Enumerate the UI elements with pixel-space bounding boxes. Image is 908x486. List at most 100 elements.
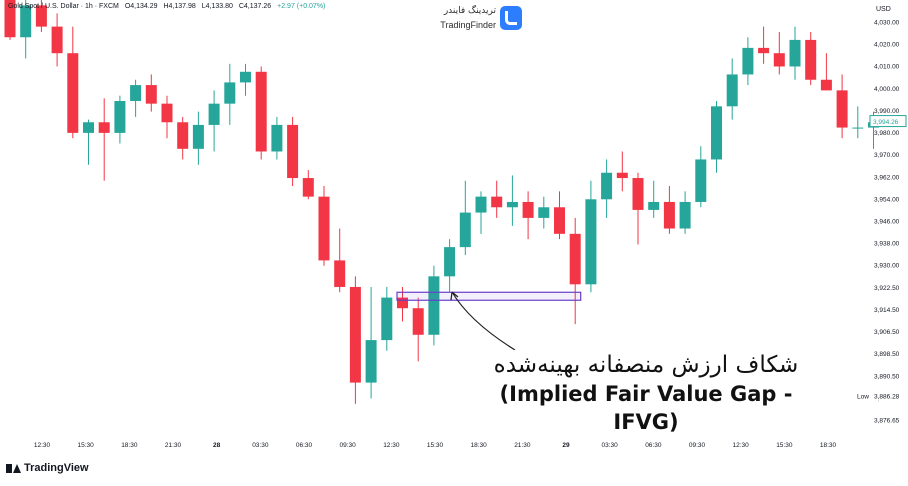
time-tick-label: 06:30 [296,442,313,449]
candle-body [161,103,173,123]
candles-layer [4,0,879,404]
currency-label: USD [876,6,891,13]
candle [334,228,346,293]
candle-body [130,85,142,102]
price-tick-label: 4,010.00 [874,64,900,71]
candle [130,79,142,117]
candle [381,286,393,351]
candle [161,95,173,139]
candle-body [506,201,518,208]
candle [4,0,16,40]
candle-body [805,39,817,80]
candle [695,146,707,208]
candle-body [271,124,283,152]
price-tick-label: 3,876.65 [874,418,900,425]
candle [240,63,251,96]
candle-body [491,196,503,208]
candle-body [789,39,801,67]
tradingview-brand: TradingView [6,462,89,474]
candle [302,170,314,200]
tradingfinder-logo: تریدینگ فایندر TradingFinder [418,4,524,34]
caption-persian: شکاف ارزش منصفانه بهینه‌شده [493,352,799,378]
candle-body [67,53,79,133]
candle [648,180,660,218]
candle [318,186,330,266]
candle [538,196,550,229]
candle [428,265,440,346]
candle-body [522,201,534,218]
low-tag-value: 3,886.28 [874,394,900,401]
candle-body [773,53,785,67]
candle [491,180,503,218]
arrow-head [450,291,459,301]
price-tick-label: 3,954.00 [874,196,900,203]
price-tick-label: 3,990.00 [874,108,900,115]
time-tick-label: 21:30 [514,442,531,449]
candle-body [397,297,408,309]
time-tick-label: 15:30 [78,442,95,449]
candle [726,58,738,120]
low-tag-bg [870,390,906,401]
symbol-name: Gold Spot / U.S. Dollar · 1h · FXCM [8,3,119,10]
candle-body [475,196,487,213]
price-tick-label: 3,962.00 [874,174,900,181]
candle-body [616,172,628,179]
time-tick-label: 29 [562,442,570,449]
annotation-arrow [450,291,516,351]
ohlc-change: +2.97 (+0.07%) [277,3,326,10]
time-tick-label: 18:30 [820,442,837,449]
price-tick-label: 4,020.00 [874,42,900,49]
price-axis: USD 4,030.00 4,020.00 4,010.00 4,000.00 3,990… [857,6,907,425]
candle [20,0,32,59]
candle [83,119,94,165]
candle [711,101,722,173]
candle [663,186,675,234]
candle-body [852,127,864,129]
candle [192,111,204,165]
candle [632,172,644,245]
candle [177,116,189,160]
candle [349,276,361,404]
candle-body [98,122,110,133]
candle-body [318,196,330,261]
price-tick-label: 3,938.00 [874,241,900,248]
ohlc-close: C4,137.26 [238,3,272,10]
candle-body [83,122,94,133]
candle-body [428,276,440,335]
candle [412,297,424,362]
candle-body [601,172,613,200]
candle-body [365,340,377,383]
candle-body [648,201,660,210]
candle [145,74,157,112]
price-tick-label: 4,030.00 [874,20,900,27]
candle-body [287,124,299,179]
candle [98,98,110,181]
candle-body [224,82,236,104]
candle-body [192,124,204,149]
candle-body [663,201,675,229]
candle [601,159,613,218]
candle-body [240,71,251,83]
ohlc-high: H4,137.98 [163,3,196,10]
candle-body [349,286,361,383]
candle-body [208,103,220,125]
candle-body [758,47,770,54]
candle [820,53,832,91]
candle-body [836,90,848,128]
candle [224,63,236,125]
candle [51,13,63,67]
candle [554,191,565,240]
candle [35,0,47,32]
candle-body [538,207,550,218]
candle [789,26,801,80]
tradingfinder-icon [500,6,522,30]
price-tick-label: 3,980.00 [874,130,900,137]
low-tag-label: Low [857,394,869,401]
candle [365,286,377,399]
price-tick-label: 3,946.00 [874,219,900,226]
candle-body [569,233,581,285]
candle [585,180,597,293]
ifvg-box-layer [396,291,582,301]
time-tick-label: 15:30 [427,442,444,449]
